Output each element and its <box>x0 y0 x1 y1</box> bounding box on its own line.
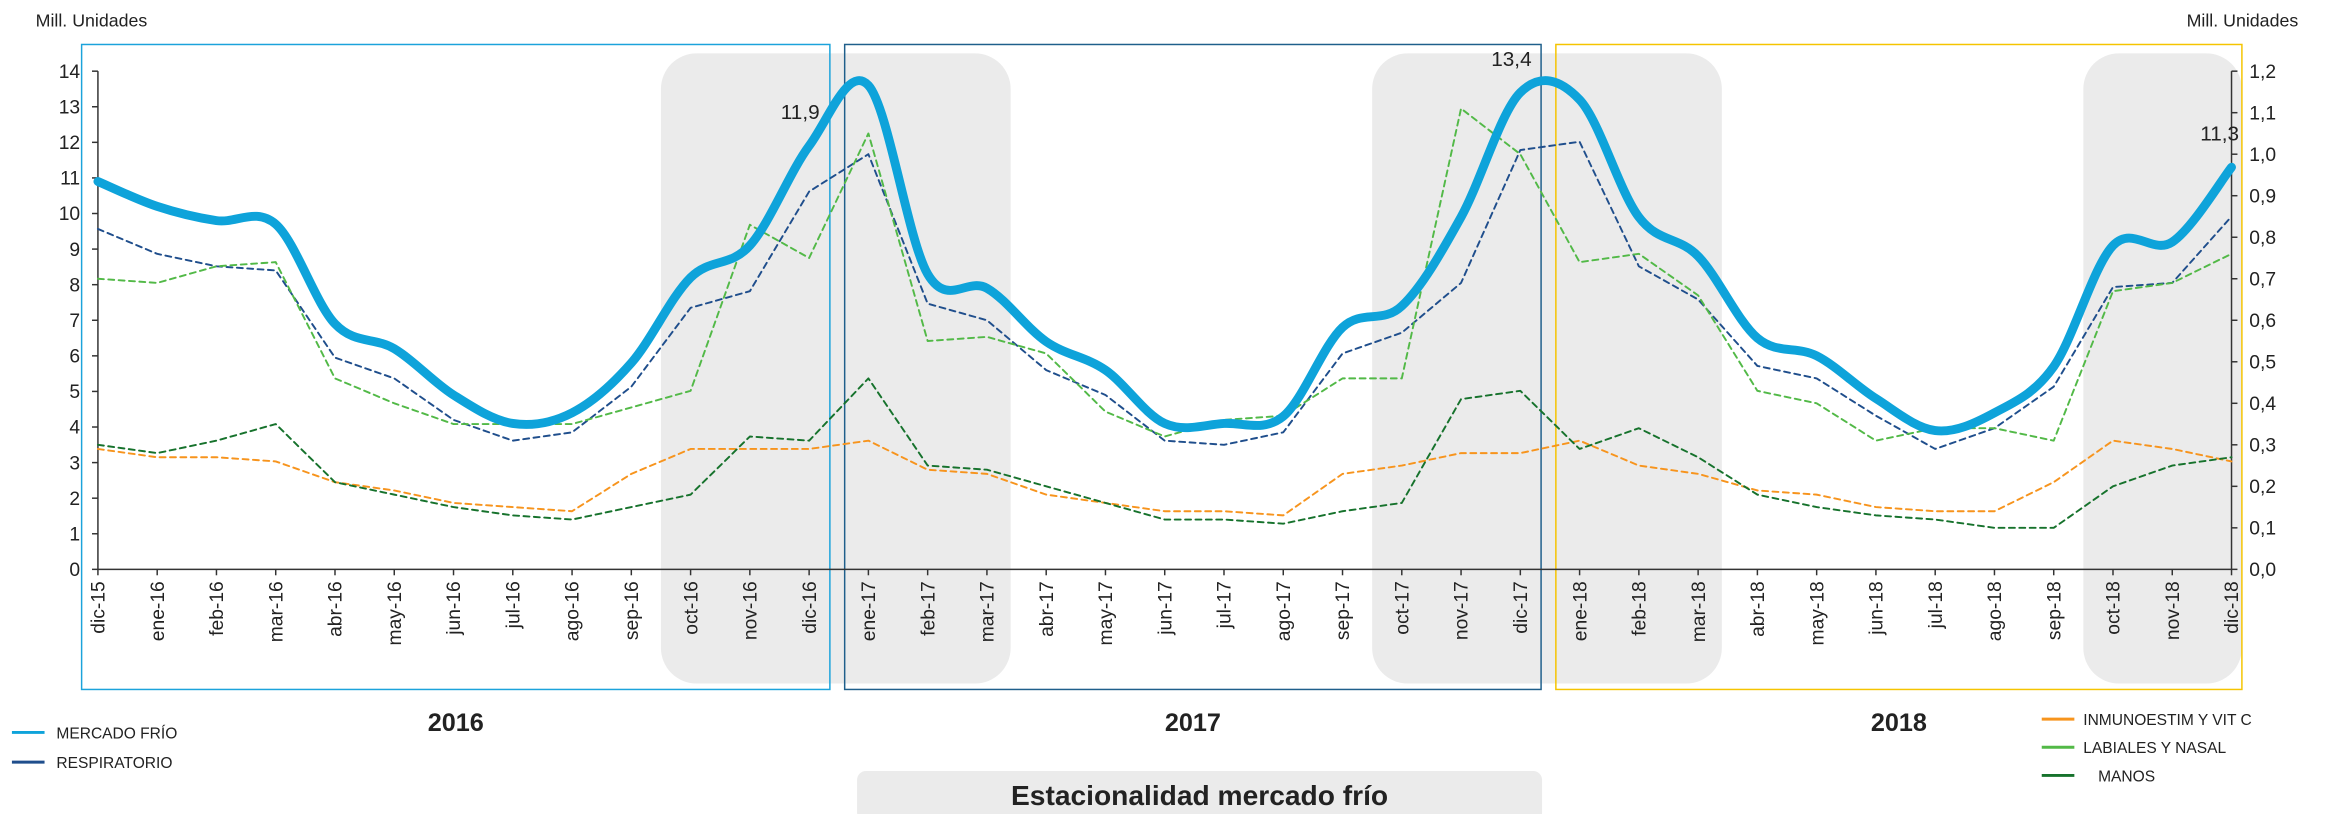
x-tick-label: ago-16 <box>563 581 584 641</box>
x-tick-label: dic-17 <box>1511 581 1532 633</box>
y2-tick-label: 0,4 <box>2249 394 2276 415</box>
x-tick-label: nov-17 <box>1452 581 1473 640</box>
x-tick-label: nov-18 <box>2163 581 2184 640</box>
x-tick-label: sep-18 <box>2044 581 2065 640</box>
y-tick-label: 12 <box>59 133 80 154</box>
x-tick-label: mar-16 <box>266 581 287 642</box>
x-tick-label: feb-17 <box>918 581 939 636</box>
shaded-period <box>660 53 1011 684</box>
shaded-period <box>1372 53 1722 684</box>
y2-tick-label: 1,2 <box>2249 62 2276 83</box>
x-tick-label: jun-17 <box>1155 581 1176 636</box>
x-tick-label: jun-18 <box>1867 581 1888 636</box>
legend-label: LABIALES Y NASAL <box>2083 740 2226 757</box>
x-tick-label: may-16 <box>385 581 406 645</box>
series-line <box>96 439 2233 517</box>
chart-title: Estacionalidad mercado frío <box>1011 779 1388 811</box>
y2-tick-label: 0,9 <box>2249 186 2276 207</box>
annotation: 13,4 <box>1491 48 1531 71</box>
y-axis-label: Mill. Unidades <box>36 11 148 31</box>
x-tick-label: jul-17 <box>1215 581 1236 629</box>
year-box <box>843 43 1542 691</box>
y2-tick-label: 0,8 <box>2249 228 2276 249</box>
y-tick-label: 1 <box>69 524 80 545</box>
year-label: 2018 <box>1871 709 1927 737</box>
x-tick-label: feb-16 <box>207 581 228 636</box>
x-tick-label: abr-17 <box>1037 581 1058 637</box>
x-tick-label: mar-18 <box>1689 581 1710 642</box>
y-tick-label: 5 <box>69 382 80 403</box>
series-line <box>96 377 2233 529</box>
x-tick-label: oct-18 <box>2104 581 2125 635</box>
x-tick-label: dic-16 <box>800 581 821 633</box>
x-tick-label: feb-18 <box>1630 581 1651 636</box>
x-tick-label: may-18 <box>1807 581 1828 645</box>
series-line <box>96 107 2233 442</box>
y-tick-label: 10 <box>59 204 80 225</box>
x-tick-label: abr-16 <box>326 581 347 637</box>
annotation: 11,3 <box>2200 123 2239 146</box>
year-label: 2016 <box>428 709 484 737</box>
x-tick-label: dic-18 <box>2222 581 2243 633</box>
x-tick-label: abr-18 <box>1748 581 1769 637</box>
y-tick-label: 6 <box>69 347 80 368</box>
y2-axis-label: Mill. Unidades <box>2187 11 2299 31</box>
series-line <box>96 140 2233 450</box>
x-tick-label: jul-16 <box>503 581 524 629</box>
x-tick-label: ene-17 <box>859 581 880 641</box>
x-tick-label: mar-17 <box>978 581 999 642</box>
year-box <box>80 43 831 691</box>
y2-tick-label: 0,7 <box>2249 269 2276 290</box>
x-tick-label: dic-15 <box>89 581 110 633</box>
y2-tick-label: 1,0 <box>2249 145 2276 166</box>
y2-tick-label: 0,6 <box>2249 311 2276 332</box>
y-tick-label: 3 <box>69 453 80 474</box>
x-tick-label: oct-16 <box>681 581 702 635</box>
y-tick-label: 0 <box>69 560 80 581</box>
y-tick-label: 4 <box>69 418 80 439</box>
x-tick-label: oct-17 <box>1392 581 1413 635</box>
y2-tick-label: 0,0 <box>2249 560 2276 581</box>
year-label: 2017 <box>1165 709 1221 737</box>
x-tick-label: may-17 <box>1096 581 1117 645</box>
y-tick-label: 14 <box>59 62 81 83</box>
series-line <box>93 76 2236 436</box>
y-tick-label: 11 <box>60 169 80 190</box>
legend-label: INMUNOESTIM Y VIT C <box>2083 712 2251 729</box>
x-tick-label: sep-17 <box>1333 581 1354 640</box>
x-tick-label: nov-16 <box>741 581 762 640</box>
x-tick-label: jul-18 <box>1926 581 1947 629</box>
annotation: 11,9 <box>781 101 820 124</box>
y2-tick-label: 0,1 <box>2249 519 2276 540</box>
x-tick-label: ene-16 <box>148 581 169 641</box>
y-tick-label: 9 <box>69 240 80 261</box>
y-tick-label: 8 <box>69 275 80 296</box>
legend-label: MERCADO FRÍO <box>56 725 177 742</box>
y-tick-label: 13 <box>59 97 80 118</box>
y2-tick-label: 0,5 <box>2249 352 2276 373</box>
x-tick-label: ene-18 <box>1570 581 1591 641</box>
y-tick-label: 7 <box>69 311 80 332</box>
y-tick-label: 2 <box>69 489 80 510</box>
x-tick-label: sep-16 <box>622 581 643 640</box>
year-box <box>1555 43 2243 691</box>
legend-label: RESPIRATORIO <box>56 755 172 772</box>
x-tick-label: ago-18 <box>1985 581 2006 641</box>
y2-tick-label: 0,2 <box>2249 477 2276 498</box>
y2-tick-label: 1,1 <box>2249 103 2276 124</box>
x-tick-label: ago-17 <box>1274 581 1295 641</box>
x-tick-label: jun-16 <box>444 581 465 636</box>
y2-tick-label: 0,3 <box>2249 435 2276 456</box>
title-box <box>857 771 1543 814</box>
legend-label: MANOS <box>2098 768 2155 785</box>
